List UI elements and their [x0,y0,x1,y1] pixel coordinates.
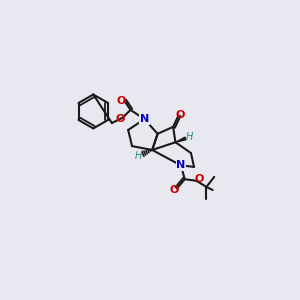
Text: O: O [194,174,203,184]
Text: O: O [169,185,178,195]
Text: O: O [116,96,126,106]
Text: O: O [116,114,125,124]
Text: O: O [176,110,185,119]
Text: H: H [186,132,193,142]
Text: N: N [140,114,149,124]
Text: H: H [135,151,142,161]
Text: N: N [176,160,185,170]
Polygon shape [176,137,186,142]
